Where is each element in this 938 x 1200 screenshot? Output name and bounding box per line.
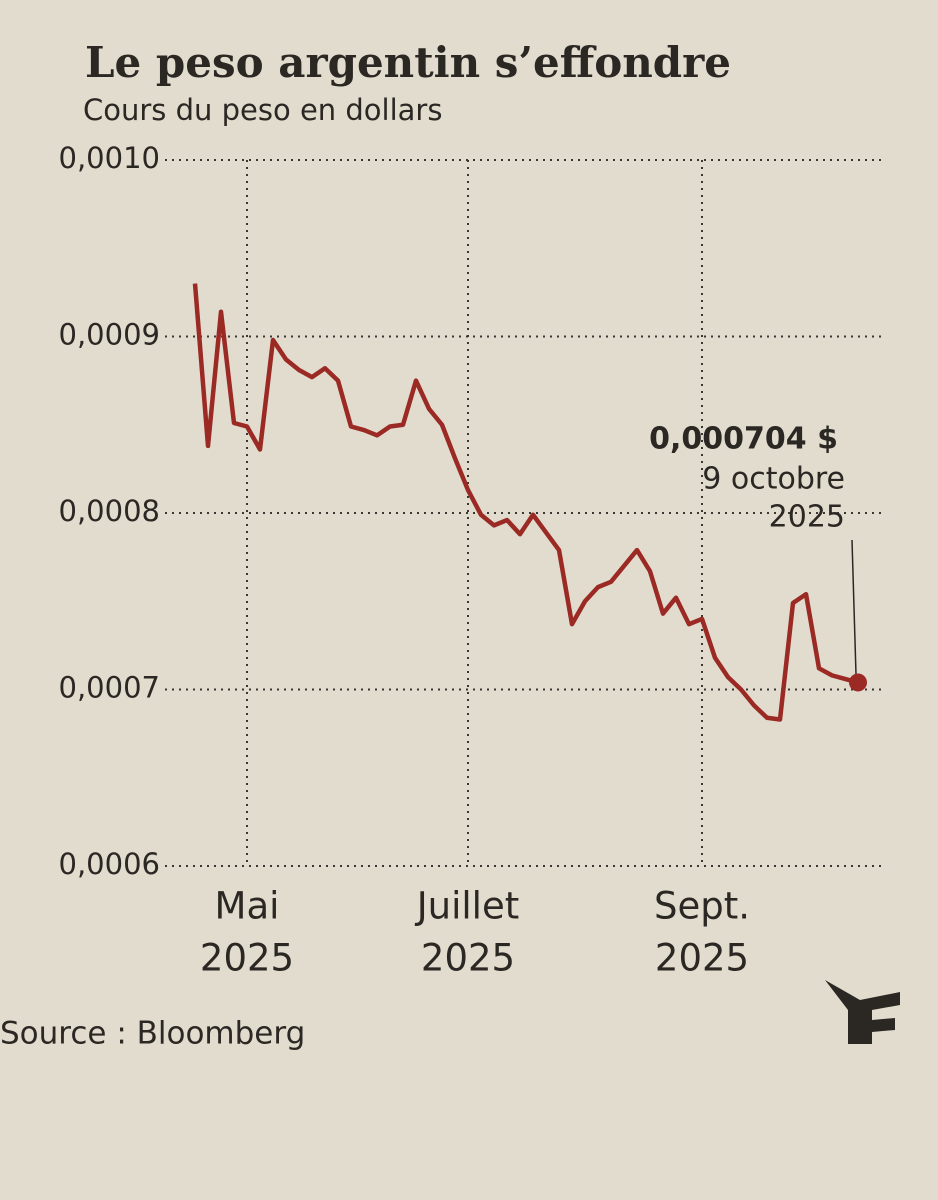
source: Source : Bloomberg: [0, 1016, 305, 1052]
end-point: [849, 673, 867, 692]
y-tick-label: 0,0006: [59, 847, 160, 881]
chart-subtitle: Cours du peso en dollars: [83, 93, 442, 127]
x-tick-label: Sept.: [654, 885, 750, 928]
y-tick-label: 0,0008: [59, 494, 160, 528]
logo: [825, 980, 900, 1044]
x-tick-label: 2025: [200, 937, 294, 980]
annotation-date: 2025: [769, 500, 845, 535]
annotation-date: 9 octobre: [702, 462, 845, 497]
annotation-leader: [851, 539, 857, 675]
annotation-value: 0,000704 $: [649, 422, 838, 457]
x-tick-label: 2025: [655, 937, 749, 980]
chart-title: Le peso argentin s’effondre: [85, 38, 731, 87]
y-tick-label: 0,0007: [59, 671, 160, 705]
y-tick-label: 0,0009: [59, 318, 160, 352]
x-tick-label: 2025: [421, 937, 515, 980]
x-tick-label: Mai: [215, 885, 280, 928]
x-tick-label: Juillet: [415, 885, 519, 928]
y-tick-label: 0,0010: [59, 141, 160, 175]
line: [192, 283, 859, 722]
